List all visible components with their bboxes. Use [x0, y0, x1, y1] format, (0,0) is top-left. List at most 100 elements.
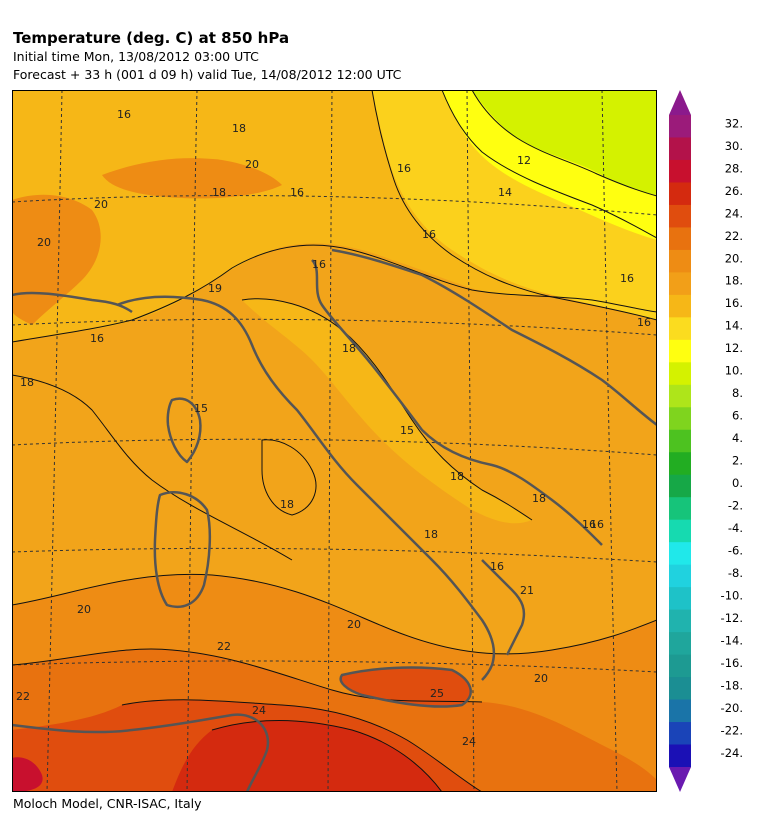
- colorbar-tick-label: 8.: [732, 386, 743, 400]
- contour-label: 20: [347, 618, 361, 631]
- contour-label: 18: [342, 342, 356, 355]
- colorbar-swatch: [669, 317, 691, 341]
- contour-value-labels: 16 18 20 18 16 16 20 20 16 14 12 19 16 1…: [16, 108, 651, 748]
- colorbar-tick-label: -10.: [721, 589, 743, 603]
- colorbar-tick-label: -4.: [728, 521, 743, 535]
- colorbar-tick-label: -16.: [721, 656, 743, 670]
- map-header: Temperature (deg. C) at 850 hPa Initial …: [13, 28, 401, 84]
- colorbar-tick-label: 6.: [732, 409, 743, 423]
- contour-label: 20: [534, 672, 548, 685]
- colorbar-swatch: [669, 609, 691, 633]
- contour-label: 16: [397, 162, 411, 175]
- colorbar-swatch: [669, 362, 691, 386]
- contour-lines: [12, 90, 657, 792]
- colorbar-swatch: [669, 632, 691, 656]
- colorbar-swatch: [669, 249, 691, 273]
- colorbar-tick-label: 0.: [732, 476, 743, 490]
- colorbar-swatch: [669, 452, 691, 476]
- contour-label: 16: [620, 272, 634, 285]
- contour-label: 20: [245, 158, 259, 171]
- contour-label: 18: [212, 186, 226, 199]
- colorbar-swatch: [669, 474, 691, 498]
- contour-label: 19: [208, 282, 222, 295]
- colorbar-swatch: [669, 227, 691, 251]
- colorbar-swatch: [669, 384, 691, 408]
- colorbar-tick-label: 2.: [732, 454, 743, 468]
- contour-label: 24: [252, 704, 266, 717]
- contour-label: 16: [637, 316, 651, 329]
- colorbar-tick-label: 4.: [732, 431, 743, 445]
- contour-label: 15: [400, 424, 414, 437]
- colorbar-tick-label: -24.: [721, 746, 743, 760]
- contour-label: 20: [77, 603, 91, 616]
- contour-label: 14: [498, 186, 512, 199]
- contour-label: 18: [20, 376, 34, 389]
- contour-label: 16: [590, 518, 604, 531]
- temperature-colorbar: 32. 30. 28. 26. 24. 22. 20. 18. 16. 14. 12. 10. 8. 6.…: [669, 90, 743, 792]
- colorbar-swatch: [669, 159, 691, 183]
- colorbar-tick-label: 28.: [725, 161, 743, 175]
- temperature-map: 16 18 20 18 16 16 20 20 16 14 12 19 16 1…: [12, 90, 657, 792]
- contour-label: 18: [424, 528, 438, 541]
- colorbar-swatch: [669, 542, 691, 566]
- colorbar-tick-label: 30.: [725, 139, 743, 153]
- colorbar-tick-label: -2.: [728, 499, 743, 513]
- colorbar-tick-label: 24.: [725, 206, 743, 220]
- field-band-10: [472, 90, 657, 195]
- colorbar-swatch: [669, 722, 691, 746]
- contour-label: 20: [94, 198, 108, 211]
- contour-label: 16: [290, 186, 304, 199]
- colorbar-tick-label: 22.: [725, 229, 743, 243]
- model-credit: Moloch Model, CNR-ISAC, Italy: [13, 796, 202, 811]
- contour-label: 15: [194, 402, 208, 415]
- contour-label: 20: [37, 236, 51, 249]
- colorbar-tick-label: 10.: [725, 364, 743, 378]
- coastlines: [12, 248, 657, 792]
- forecast-validity: Forecast + 33 h (001 d 09 h) valid Tue, …: [13, 67, 402, 82]
- colorbar-tick-label: -6.: [728, 544, 743, 558]
- colorbar-swatch: [669, 137, 691, 161]
- contour-label: 25: [430, 687, 444, 700]
- colorbar-arrow-top: [669, 90, 691, 115]
- contour-label: 22: [217, 640, 231, 653]
- contour-label: 12: [517, 154, 531, 167]
- colorbar-swatch: [669, 654, 691, 678]
- colorbar-tick-label: -20.: [721, 701, 743, 715]
- colorbar-swatches: [669, 115, 691, 768]
- colorbar-swatch: [669, 115, 691, 138]
- colorbar-tick-label: 20.: [725, 251, 743, 265]
- colorbar-tick-label: -14.: [721, 633, 743, 647]
- contour-label: 16: [490, 560, 504, 573]
- colorbar-swatch: [669, 272, 691, 296]
- colorbar-swatch: [669, 564, 691, 588]
- colorbar-swatch: [669, 587, 691, 611]
- contour-label: 16: [582, 518, 596, 531]
- colorbar-swatch: [669, 204, 691, 228]
- map-frame: [12, 90, 657, 792]
- colorbar-swatch: [669, 519, 691, 543]
- colorbar-arrow-bottom: [669, 767, 691, 792]
- contour-label: 18: [532, 492, 546, 505]
- contour-label: 16: [422, 228, 436, 241]
- colorbar-tick-label: -22.: [721, 723, 743, 737]
- colorbar-labels: 32. 30. 28. 26. 24. 22. 20. 18. 16. 14. 12. 10. 8. 6.…: [721, 116, 743, 760]
- colorbar-tick-label: 16.: [725, 296, 743, 310]
- colorbar-swatch: [669, 699, 691, 723]
- field-band-28: [12, 757, 43, 792]
- colorbar-tick-label: 12.: [725, 341, 743, 355]
- field-italy-16: [242, 298, 532, 524]
- colorbar-tick-label: 14.: [725, 319, 743, 333]
- colorbar-swatch: [669, 182, 691, 206]
- initial-time: Initial time Mon, 13/08/2012 03:00 UTC: [13, 49, 259, 64]
- colorbar-tick-label: 32.: [725, 116, 743, 130]
- colorbar-tick-label: -18.: [721, 678, 743, 692]
- colorbar-tick-label: 26.: [725, 184, 743, 198]
- contour-label: 24: [462, 735, 476, 748]
- field-patch-20-north: [102, 158, 282, 199]
- colorbar-swatch: [669, 677, 691, 701]
- contour-label: 21: [520, 584, 534, 597]
- contour-label: 16: [90, 332, 104, 345]
- colorbar-swatch: [669, 429, 691, 453]
- colorbar-swatch: [669, 497, 691, 521]
- contour-label: 18: [450, 470, 464, 483]
